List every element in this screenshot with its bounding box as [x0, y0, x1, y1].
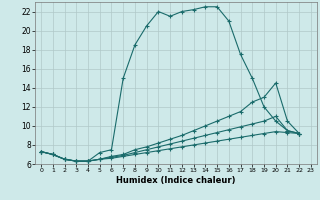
- X-axis label: Humidex (Indice chaleur): Humidex (Indice chaleur): [116, 176, 236, 185]
